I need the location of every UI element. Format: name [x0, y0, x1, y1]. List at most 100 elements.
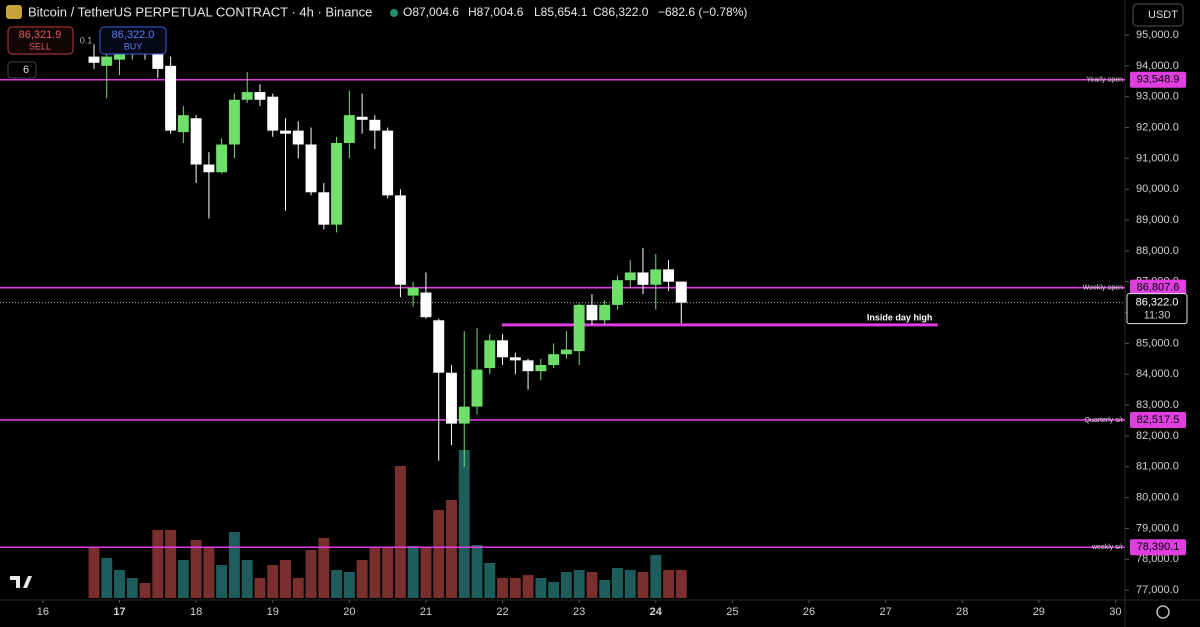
currency-button[interactable] — [1132, 3, 1184, 27]
volume-bar — [497, 578, 509, 598]
ohlc-value: −682.6 (−0.78%) — [658, 5, 747, 19]
candle-body — [216, 144, 228, 173]
candle-body — [535, 364, 547, 372]
volume-bar — [216, 565, 228, 598]
buy-button[interactable] — [99, 26, 167, 55]
y-tick-label: 93,000.0 — [1136, 91, 1179, 103]
volume-bar — [484, 563, 496, 598]
volume-bar — [611, 568, 623, 598]
x-tick-label: 22 — [496, 606, 508, 618]
candle-body — [343, 115, 355, 143]
level-label: weekly s/r — [1091, 544, 1124, 551]
level-price-box — [1130, 71, 1186, 88]
candle-body — [560, 349, 572, 355]
level-price-box — [1130, 411, 1186, 428]
volume-bar — [586, 572, 598, 598]
candle-body — [292, 130, 304, 145]
candle-body — [228, 99, 240, 145]
y-tick-label: 88,000.0 — [1136, 245, 1179, 257]
candle-body — [267, 96, 279, 131]
volume-bar — [241, 560, 253, 598]
y-tick-label: 90,000.0 — [1136, 183, 1179, 195]
x-tick-label: 16 — [37, 606, 49, 618]
segment-label: Inside day high — [867, 312, 933, 322]
x-tick-label: 27 — [879, 606, 891, 618]
candle-body — [471, 369, 483, 407]
candle-body — [637, 272, 649, 285]
buy-label: BUY — [124, 41, 143, 51]
volume-bar — [445, 500, 457, 598]
current-price-label: 86,322.0 — [1136, 297, 1179, 309]
volume-bar — [305, 550, 317, 598]
volume-bar — [88, 548, 100, 598]
countdown-label: 11:30 — [1144, 310, 1171, 322]
candle-body — [382, 130, 394, 196]
volume-bar — [267, 565, 279, 598]
indicators-button[interactable] — [7, 61, 37, 79]
logo — [6, 5, 22, 19]
candle-body — [599, 304, 611, 321]
x-tick-label: 28 — [956, 606, 968, 618]
ohlc-value: H87,004.6 — [468, 5, 524, 19]
x-tick-label: 19 — [267, 606, 279, 618]
x-tick-label: 18 — [190, 606, 202, 618]
y-tick-label: 95,000.0 — [1136, 29, 1179, 41]
candle-body — [254, 92, 266, 100]
candle-body — [101, 56, 113, 66]
candle-body — [203, 164, 215, 173]
current-price-box — [1126, 293, 1188, 325]
symbol-title: Bitcoin / TetherUS PERPETUAL CONTRACT · … — [28, 4, 372, 19]
y-tick-label: 82,000.0 — [1136, 430, 1179, 442]
candle-body — [433, 320, 445, 373]
volume-bar — [152, 530, 164, 598]
candle-body — [280, 130, 291, 134]
candle-body — [152, 53, 164, 69]
settings-button[interactable] — [1156, 605, 1170, 619]
volume-bar — [318, 538, 330, 598]
level-price-box — [1130, 539, 1186, 556]
y-tick-label: 83,000.0 — [1136, 399, 1179, 411]
candle-body — [318, 192, 330, 225]
volume-bar — [522, 575, 534, 598]
candle-body — [394, 195, 406, 285]
y-tick-label: 77,000.0 — [1136, 584, 1179, 596]
volume-bar — [356, 560, 368, 598]
volume-bar — [292, 578, 304, 598]
volume-bar — [548, 582, 560, 598]
volume-bar — [254, 578, 266, 598]
volume-bar — [624, 570, 636, 598]
volume-bar — [433, 510, 445, 598]
candle-body — [177, 115, 189, 133]
ohlc-value: C86,322.0 — [593, 5, 649, 19]
volume-bar — [126, 578, 138, 598]
level-price-label: 82,517.5 — [1137, 414, 1180, 426]
volume-bar — [177, 560, 189, 598]
candle-body — [165, 65, 177, 131]
x-tick-label: 29 — [1033, 606, 1045, 618]
status-dot — [390, 9, 398, 17]
level-price-label: 93,548.9 — [1137, 74, 1180, 86]
x-tick-label: 21 — [420, 606, 432, 618]
y-tick-label: 91,000.0 — [1136, 152, 1179, 164]
volume-bar — [382, 548, 394, 598]
volume-bar — [599, 580, 611, 598]
volume-bar — [101, 558, 113, 598]
candle-body — [369, 119, 381, 131]
volume-bar — [535, 578, 547, 598]
level-price-label: 86,807.6 — [1137, 282, 1180, 294]
sell-price: 86,321.9 — [19, 29, 62, 41]
candle-body — [509, 357, 521, 361]
volume-bar — [663, 570, 675, 598]
candle-body — [573, 304, 585, 352]
volume-bar — [420, 548, 432, 598]
candle-body — [484, 340, 496, 369]
candle-body — [548, 354, 560, 365]
y-tick-label: 78,000.0 — [1136, 553, 1179, 565]
candle-body — [650, 269, 662, 285]
x-tick-label: 30 — [1109, 606, 1121, 618]
tv-logo-mark — [10, 576, 32, 588]
sell-button[interactable] — [7, 26, 74, 55]
volume-bar — [190, 540, 202, 598]
y-tick-label: 92,000.0 — [1136, 121, 1179, 133]
sell-label: SELL — [29, 41, 51, 51]
